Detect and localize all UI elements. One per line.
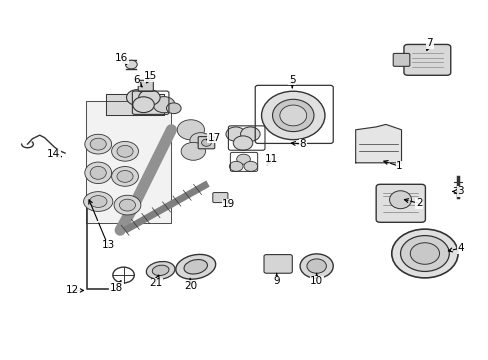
Text: 15: 15 [144,71,157,81]
FancyBboxPatch shape [264,255,292,273]
Text: 2: 2 [415,198,422,208]
Circle shape [139,90,160,105]
Circle shape [244,161,257,171]
Circle shape [306,259,326,273]
Text: 17: 17 [207,133,221,143]
Text: 14: 14 [47,149,60,159]
Circle shape [177,120,204,140]
Text: 12: 12 [66,285,80,296]
Circle shape [133,97,154,113]
Ellipse shape [183,260,207,274]
Text: 21: 21 [149,278,162,288]
Text: 8: 8 [299,139,305,149]
Text: 9: 9 [273,276,280,286]
FancyBboxPatch shape [212,193,227,203]
Ellipse shape [117,145,133,157]
Polygon shape [86,101,171,223]
Ellipse shape [84,162,111,184]
Polygon shape [355,125,401,163]
Ellipse shape [166,103,181,114]
Ellipse shape [83,192,113,211]
Text: 18: 18 [110,283,123,293]
Circle shape [225,127,245,141]
Text: 11: 11 [264,154,277,164]
Ellipse shape [84,134,111,154]
Ellipse shape [111,141,138,161]
Circle shape [409,243,439,264]
Circle shape [181,142,205,160]
Ellipse shape [153,96,175,113]
FancyBboxPatch shape [392,53,409,66]
Text: 3: 3 [456,186,463,197]
Ellipse shape [89,195,107,207]
Ellipse shape [90,166,106,179]
Circle shape [233,136,252,150]
Text: 16: 16 [115,53,128,63]
Text: 6: 6 [133,75,139,85]
FancyBboxPatch shape [403,44,450,75]
Circle shape [126,90,148,105]
Ellipse shape [117,171,133,182]
Ellipse shape [176,255,215,279]
Circle shape [300,254,332,278]
Ellipse shape [90,138,106,150]
Ellipse shape [272,99,313,132]
Text: 7: 7 [426,38,432,48]
Polygon shape [105,94,163,116]
Ellipse shape [261,91,325,140]
Text: 13: 13 [101,240,114,250]
Text: 10: 10 [309,276,323,286]
Text: 4: 4 [456,243,463,253]
Circle shape [125,60,137,69]
Ellipse shape [279,105,306,126]
FancyBboxPatch shape [375,184,425,222]
Circle shape [201,139,211,146]
Circle shape [400,235,448,271]
Ellipse shape [111,167,138,186]
Text: 1: 1 [395,161,402,171]
Text: 5: 5 [288,75,295,85]
Ellipse shape [152,265,169,275]
Ellipse shape [146,261,175,279]
Ellipse shape [119,199,135,211]
Circle shape [189,133,211,148]
Circle shape [391,229,457,278]
Circle shape [229,161,243,171]
FancyBboxPatch shape [138,80,153,91]
Text: 20: 20 [184,281,197,291]
Ellipse shape [114,195,141,215]
Circle shape [236,154,250,164]
Circle shape [240,127,260,141]
Text: 19: 19 [222,199,235,210]
Ellipse shape [389,191,411,209]
FancyBboxPatch shape [198,136,214,149]
